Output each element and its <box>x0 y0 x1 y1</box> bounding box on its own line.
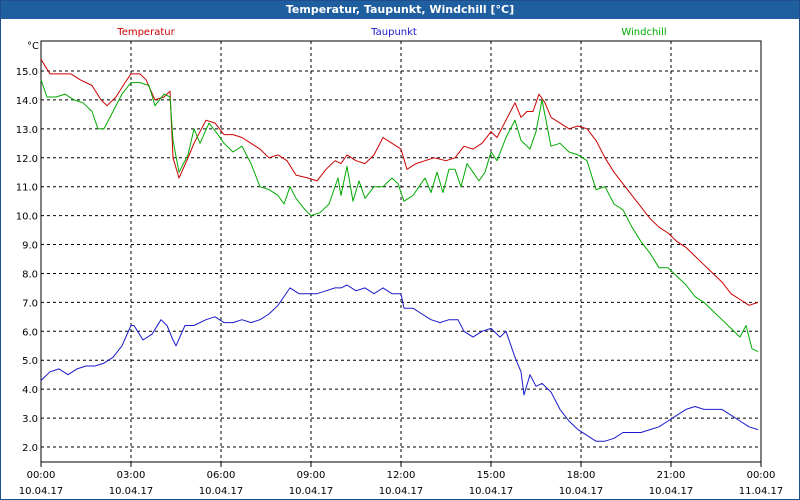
x-tick-date: 10.04.17 <box>199 486 244 497</box>
grid-layer <box>40 41 762 467</box>
y-tick-labels: 2.0 3.0 4.0 5.0 6.0 7.0 8.0 9.0 10.0 11.0 12.0 13.0… <box>16 67 38 454</box>
x-tick-time: 03:00 <box>117 470 146 481</box>
x-tick-date: 10.04.17 <box>379 486 424 497</box>
y-tick-label: 12.0 <box>16 154 38 165</box>
series-line-taupunkt <box>40 284 759 442</box>
y-tick-label: 5.0 <box>22 356 38 367</box>
x-tick-date: 10.04.17 <box>559 486 604 497</box>
y-tick-label: 3.0 <box>22 414 38 425</box>
x-tick-time: 18:00 <box>567 470 596 481</box>
series-line-temperatur <box>40 59 759 306</box>
x-tick-date: 10.04.17 <box>109 486 154 497</box>
y-tick-label: 9.0 <box>22 241 38 252</box>
x-tick-labels: 00:00 10.04.17 03:00 10.04.17 06:00 10.04.17 0… <box>19 470 784 497</box>
y-tick-label: 13.0 <box>16 125 38 136</box>
series-line-windchill <box>40 79 759 353</box>
x-tick-date: 10.04.17 <box>289 486 334 497</box>
y-tick-label: 15.0 <box>16 67 38 78</box>
x-tick-time: 00:00 <box>27 470 56 481</box>
x-tick-time: 21:00 <box>657 470 686 481</box>
x-tick-time: 06:00 <box>207 470 236 481</box>
chart-title: Temperatur, Taupunkt, Windchill [°C] <box>1 1 799 19</box>
x-tick-time: 12:00 <box>387 470 416 481</box>
x-tick-time: 15:00 <box>477 470 506 481</box>
y-tick-label: 2.0 <box>22 443 38 454</box>
x-tick-time: 00:00 <box>747 470 776 481</box>
y-tick-label: 7.0 <box>22 298 38 309</box>
x-tick-date: 10.04.17 <box>469 486 514 497</box>
x-tick-time: 09:00 <box>297 470 326 481</box>
y-tick-label: 11.0 <box>16 183 38 194</box>
y-tick-label: 14.0 <box>16 96 38 107</box>
y-axis-unit-label: °C <box>27 41 39 52</box>
series-lines <box>40 59 759 442</box>
x-tick-date: 11.04.17 <box>739 486 784 497</box>
legend-temperatur: Temperatur <box>116 27 175 38</box>
plot-area-border <box>40 40 762 463</box>
y-tick-label: 6.0 <box>22 327 38 338</box>
legend-windchill: Windchill <box>621 27 666 38</box>
x-tick-date: 10.04.17 <box>19 486 64 497</box>
legend: Temperatur Taupunkt Windchill <box>116 27 666 38</box>
y-tick-label: 8.0 <box>22 269 38 280</box>
legend-taupunkt: Taupunkt <box>370 27 417 38</box>
y-tick-label: 4.0 <box>22 385 38 396</box>
y-tick-label: 10.0 <box>16 212 38 223</box>
x-tick-date: 10.04.17 <box>649 486 694 497</box>
